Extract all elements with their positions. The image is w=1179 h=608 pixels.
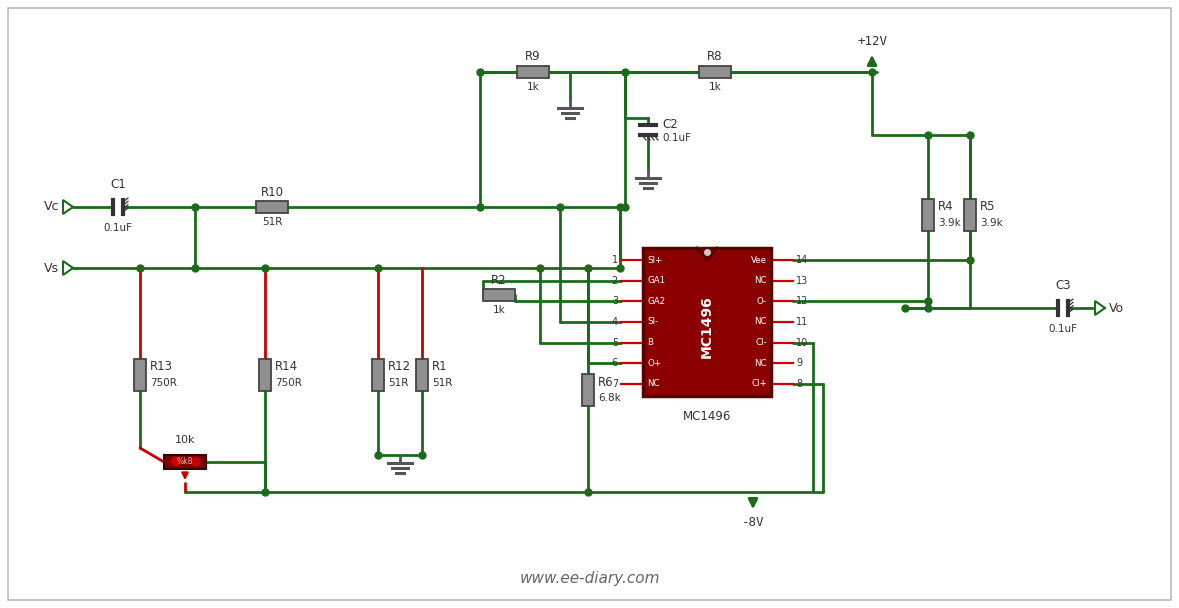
- Text: 0.1uF: 0.1uF: [104, 223, 132, 233]
- Text: R1: R1: [432, 361, 448, 373]
- Text: R5: R5: [980, 201, 995, 213]
- Text: 3.9k: 3.9k: [938, 218, 961, 228]
- Text: C3: C3: [1055, 279, 1071, 292]
- Text: 10: 10: [796, 337, 809, 348]
- Text: +12V: +12V: [857, 35, 887, 48]
- Bar: [518, 66, 549, 78]
- Text: Vc: Vc: [44, 201, 59, 213]
- Text: R2: R2: [492, 274, 507, 286]
- Text: 10k: 10k: [174, 435, 196, 445]
- Text: 6.8k: 6.8k: [598, 393, 621, 403]
- Text: 750R: 750R: [275, 378, 302, 388]
- Text: MC1496: MC1496: [683, 410, 731, 423]
- Text: CI-: CI-: [756, 338, 768, 347]
- Bar: [643, 248, 771, 396]
- Text: NC: NC: [755, 359, 768, 368]
- Bar: [164, 455, 206, 469]
- Text: MC1496: MC1496: [700, 295, 714, 358]
- Bar: [373, 359, 384, 391]
- Text: Vo: Vo: [1109, 302, 1124, 314]
- Text: 4: 4: [612, 317, 618, 327]
- Text: 13: 13: [796, 276, 809, 286]
- Text: 1k: 1k: [709, 82, 722, 92]
- Text: %k8: %k8: [177, 457, 193, 466]
- Text: CI+: CI+: [751, 379, 768, 388]
- Text: 5: 5: [612, 337, 618, 348]
- Text: 14: 14: [796, 255, 809, 265]
- Text: 6: 6: [612, 358, 618, 368]
- Text: C1: C1: [110, 178, 126, 191]
- Text: R12: R12: [388, 361, 411, 373]
- Text: R10: R10: [261, 185, 283, 198]
- Text: NC: NC: [755, 317, 768, 326]
- Text: 11: 11: [796, 317, 809, 327]
- Text: B: B: [647, 338, 653, 347]
- Text: R13: R13: [150, 361, 173, 373]
- Text: C2: C2: [661, 117, 678, 131]
- Text: 0.1uF: 0.1uF: [661, 133, 691, 143]
- Text: www.ee-diary.com: www.ee-diary.com: [520, 570, 660, 586]
- Text: R6: R6: [598, 376, 613, 389]
- Text: NC: NC: [755, 277, 768, 285]
- Bar: [582, 374, 594, 406]
- Bar: [259, 359, 271, 391]
- Text: R14: R14: [275, 361, 298, 373]
- Text: R9: R9: [525, 50, 541, 63]
- Text: O-: O-: [757, 297, 768, 306]
- Text: 2: 2: [612, 276, 618, 286]
- Text: GA2: GA2: [647, 297, 665, 306]
- Text: 51R: 51R: [262, 217, 282, 227]
- Text: 1k: 1k: [527, 82, 539, 92]
- Text: 8: 8: [796, 379, 802, 389]
- Text: 51R: 51R: [432, 378, 453, 388]
- Text: 3.9k: 3.9k: [980, 218, 1003, 228]
- Bar: [922, 199, 934, 231]
- Text: NC: NC: [647, 379, 659, 388]
- Text: O+: O+: [647, 359, 661, 368]
- Text: 1: 1: [612, 255, 618, 265]
- Text: 7: 7: [612, 379, 618, 389]
- Text: 51R: 51R: [388, 378, 408, 388]
- Text: 750R: 750R: [150, 378, 177, 388]
- Text: 3: 3: [612, 297, 618, 306]
- Bar: [134, 359, 146, 391]
- Text: -8V: -8V: [742, 516, 764, 529]
- Text: 1k: 1k: [493, 305, 506, 315]
- Bar: [256, 201, 288, 213]
- Text: SI+: SI+: [647, 256, 663, 265]
- Text: 0.1uF: 0.1uF: [1048, 324, 1078, 334]
- Text: Vee: Vee: [751, 256, 768, 265]
- Bar: [416, 359, 428, 391]
- Text: GA1: GA1: [647, 277, 665, 285]
- Text: 12: 12: [796, 297, 809, 306]
- Text: R8: R8: [707, 50, 723, 63]
- Text: Vs: Vs: [44, 261, 59, 274]
- Bar: [964, 199, 976, 231]
- Text: SI-: SI-: [647, 317, 658, 326]
- Text: 9: 9: [796, 358, 802, 368]
- Text: R4: R4: [938, 201, 954, 213]
- Bar: [483, 289, 515, 301]
- Bar: [699, 66, 731, 78]
